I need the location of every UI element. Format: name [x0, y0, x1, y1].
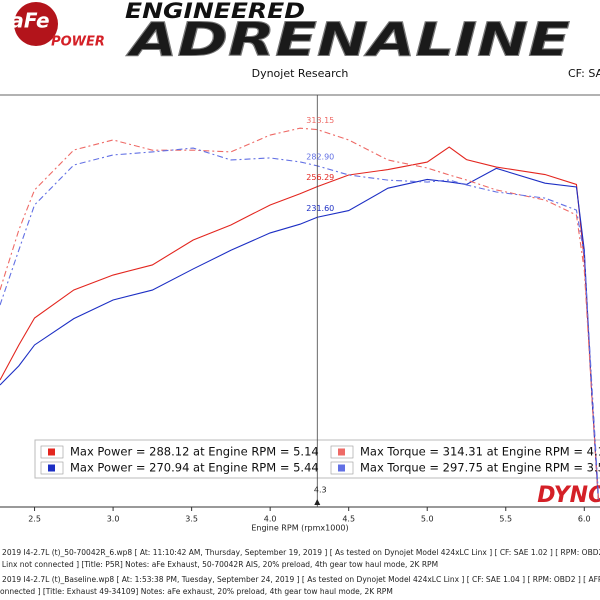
logo-badge: [14, 2, 58, 46]
cursor-value-label: 256.29: [306, 173, 334, 182]
footer-line: ) ] [ Linx not connected ] [Title: P5R] …: [0, 560, 438, 569]
watermark: DYNO: [537, 483, 600, 508]
cursor-value-label: 231.60: [306, 204, 334, 213]
series-line: [0, 146, 599, 501]
legend-label: Max Torque = 297.75 at Engine RPM = 3.51: [360, 461, 600, 475]
x-tick-label: 2.5: [28, 515, 41, 524]
legend-label: Max Torque = 314.31 at Engine RPM = 4.19: [360, 445, 600, 459]
series-line: [0, 147, 599, 496]
footer-line: ot connected ] [Title: Exhaust 49-34109]…: [0, 587, 393, 596]
x-tick-label: 3.0: [107, 515, 120, 524]
cursor-value-label: 282.90: [306, 152, 334, 161]
legend-color: [338, 448, 345, 456]
x-tick-label: 4.5: [342, 515, 355, 524]
series-line: [0, 127, 599, 500]
x-tick-label: 5.0: [421, 515, 434, 524]
logo-sub: POWER: [51, 35, 105, 50]
footer: SLE 2019 I4-2.7L (t)_50-70042R_6.wp8 [ A…: [0, 548, 600, 596]
series-line: [0, 167, 599, 501]
footer-line: SLE 2019 I4-2.7L (t)_Baseline.wp8 [ At: …: [0, 575, 600, 584]
x-tick-label: 4.0: [264, 515, 277, 524]
legend-label: Max Power = 270.94 at Engine RPM = 5.44: [70, 461, 319, 475]
legend-color: [48, 464, 55, 472]
x-tick-label: 5.5: [499, 515, 512, 524]
legend-color: [338, 464, 345, 472]
x-axis-label: Engine RPM (rpmx1000): [251, 524, 348, 533]
source-label: Dynojet Research: [252, 67, 349, 80]
footer-line: SLE 2019 I4-2.7L (t)_50-70042R_6.wp8 [ A…: [0, 548, 600, 557]
legend-color: [48, 448, 55, 456]
tagline: ENGINEERED: [125, 0, 305, 23]
product-title: ADRENALINE: [126, 13, 570, 67]
cf-label: CF: SA: [568, 67, 600, 80]
x-tick-label: 6.0: [578, 515, 591, 524]
x-tick-label: 3.5: [185, 515, 198, 524]
logo-main: aFe: [10, 9, 49, 33]
cursor-value-label: 313.15: [306, 116, 334, 125]
cursor-marker: [314, 499, 321, 505]
cursor-x-label: 4.3: [314, 486, 327, 495]
legend-label: Max Power = 288.12 at Engine RPM = 5.14: [70, 445, 319, 459]
